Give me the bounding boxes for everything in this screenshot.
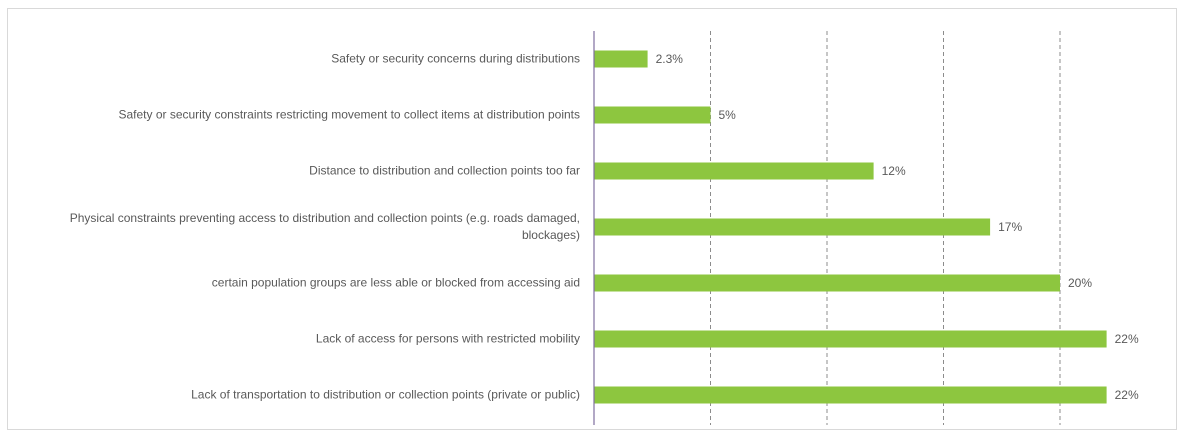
bar <box>594 218 991 236</box>
data-label: 22% <box>1115 388 1139 402</box>
bar <box>594 274 1060 292</box>
data-label: 22% <box>1115 332 1139 346</box>
bar <box>594 330 1107 348</box>
bar <box>594 50 648 68</box>
y-tick-label: Lack of transportation to distribution o… <box>191 387 580 402</box>
data-label: 17% <box>998 220 1022 234</box>
y-tick-label: Distance to distribution and collection … <box>309 163 580 178</box>
data-label: 12% <box>882 164 906 178</box>
chart-frame <box>7 8 1177 430</box>
y-tick-label: Safety or security concerns during distr… <box>331 51 580 66</box>
y-tick-label: certain population groups are less able … <box>211 275 580 290</box>
y-tick-label: Safety or security constraints restricti… <box>118 107 580 122</box>
y-tick-label: Lack of access for persons with restrict… <box>315 331 580 346</box>
data-label: 5% <box>719 108 737 122</box>
bar <box>594 162 874 180</box>
data-label: 20% <box>1068 276 1092 290</box>
bar <box>594 106 711 124</box>
y-tick-label: Physical constraints preventing access t… <box>69 211 580 242</box>
data-label: 2.3% <box>656 52 684 66</box>
bar <box>594 386 1107 404</box>
